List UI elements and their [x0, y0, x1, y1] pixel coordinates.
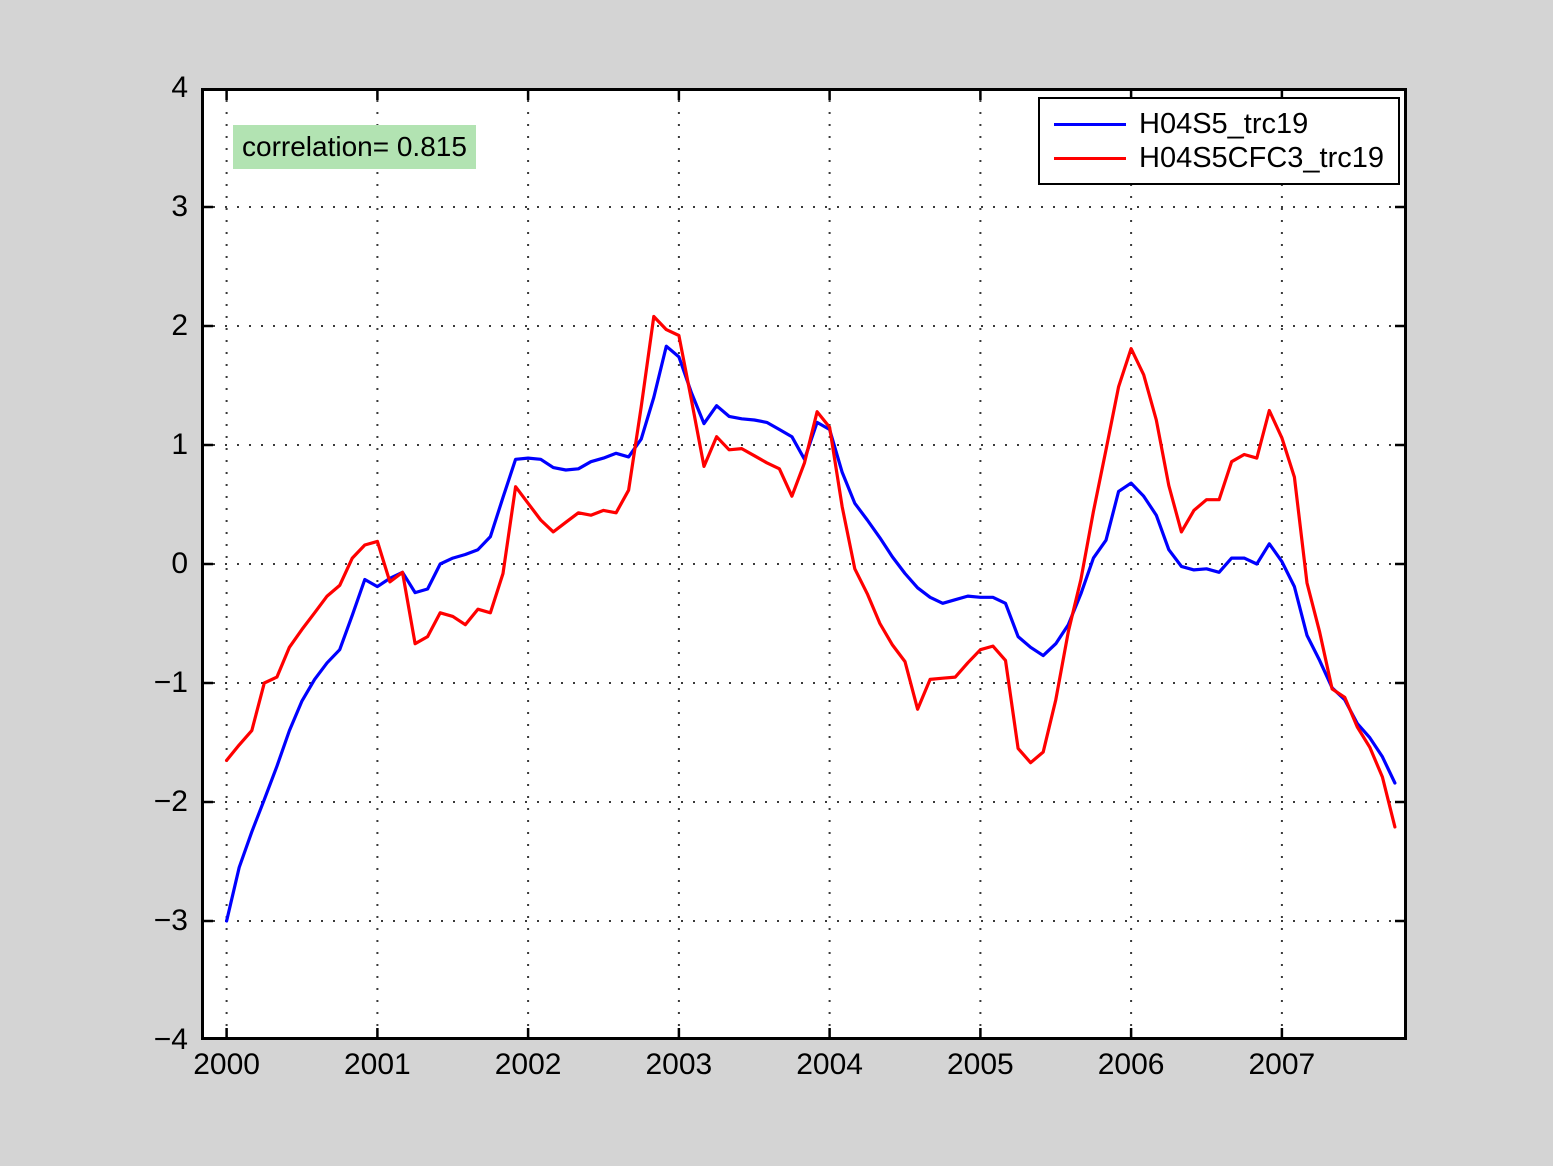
x-tick-label: 2001	[344, 1048, 411, 1081]
x-tick-label: 2003	[645, 1048, 713, 1081]
y-tick-label: 4	[171, 71, 188, 104]
y-tick-label: 3	[171, 190, 188, 223]
y-tick-label: 1	[171, 428, 188, 461]
y-tick-label: −1	[153, 666, 188, 699]
legend-entry-h04s5: H04S5_trc19	[1054, 107, 1384, 141]
x-tick-label: 2006	[1097, 1048, 1165, 1081]
x-tick-label: 2000	[193, 1048, 260, 1081]
x-tick-label: 2005	[947, 1048, 1014, 1081]
y-tick-label: −2	[153, 785, 188, 818]
x-tick-label: 2002	[494, 1048, 562, 1081]
legend: H04S5_trc19 H04S5CFC3_trc19	[1038, 97, 1400, 185]
series-line-1	[225, 314, 1397, 829]
correlation-annotation: correlation= 0.815	[233, 125, 476, 169]
legend-entry-h04s5cfc3: H04S5CFC3_trc19	[1054, 141, 1384, 175]
legend-line-sample-blue	[1054, 122, 1126, 126]
x-tick-label: 2004	[796, 1048, 863, 1081]
plot-svg	[201, 88, 1407, 1040]
y-tick-label: 2	[171, 309, 188, 342]
legend-label: H04S5_trc19	[1139, 107, 1309, 140]
y-tick-label: −3	[153, 904, 188, 937]
legend-label: H04S5CFC3_trc19	[1139, 141, 1384, 174]
legend-line-sample-red	[1054, 156, 1126, 160]
y-tick-label: −4	[153, 1023, 188, 1056]
x-tick-label: 2007	[1248, 1048, 1316, 1081]
y-tick-label: 0	[171, 547, 188, 580]
plot-area: correlation= 0.815 H04S5_trc19 H04S5CFC3…	[201, 88, 1407, 1040]
